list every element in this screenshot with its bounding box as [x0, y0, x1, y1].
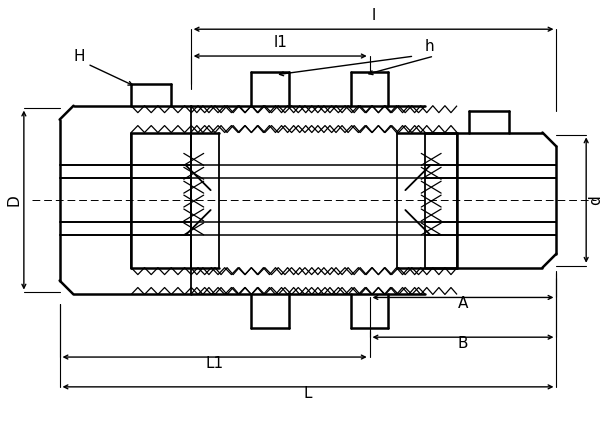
Text: h: h	[424, 39, 434, 54]
Text: B: B	[458, 336, 468, 351]
Text: l1: l1	[274, 35, 287, 50]
Text: A: A	[458, 296, 468, 311]
Text: L: L	[304, 386, 312, 401]
Text: D: D	[6, 194, 22, 206]
Text: L1: L1	[206, 356, 224, 371]
Text: H: H	[74, 49, 85, 63]
Text: l: l	[371, 8, 376, 23]
Text: d: d	[589, 195, 604, 205]
